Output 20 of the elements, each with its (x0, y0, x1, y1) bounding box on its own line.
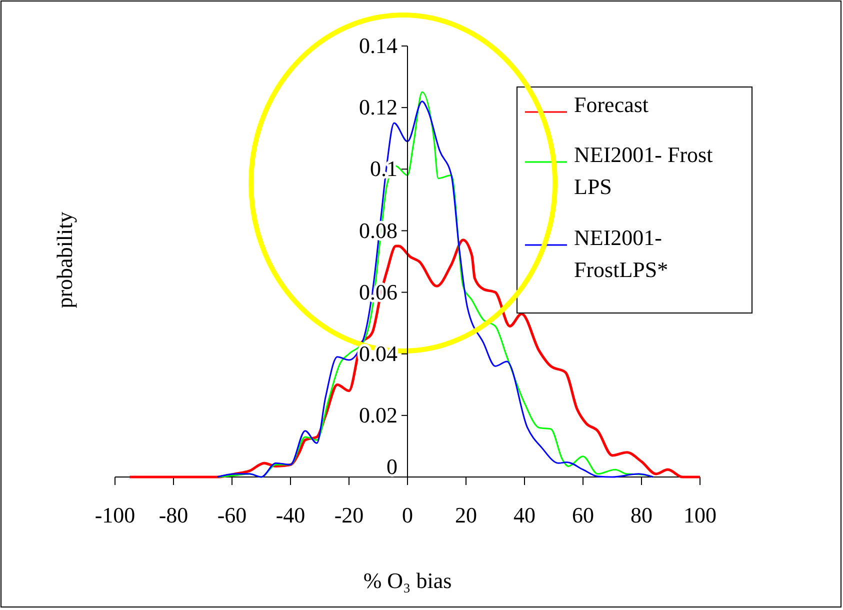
x-tick-label: 40 (514, 502, 536, 528)
x-tick-label: -80 (158, 502, 188, 528)
x-tick-label: 100 (684, 502, 716, 528)
x-tick-label: -60 (217, 502, 247, 528)
x-tick-label: 80 (630, 502, 652, 528)
y-tick-label: 0.12 (359, 94, 398, 120)
x-tick-label: -20 (334, 502, 364, 528)
x-tick-label: 20 (455, 502, 477, 528)
y-tick-label: 0.14 (359, 33, 398, 58)
x-tick-label: -100 (94, 502, 136, 528)
x-tick-label: 0 (402, 502, 413, 528)
legend-label: NEI2001- Frost LPS (574, 142, 713, 199)
legend-label: Forecast (574, 92, 649, 117)
x-axis-title: % O₃ bias (363, 568, 452, 593)
y-tick-label: 0.02 (359, 402, 398, 428)
y-tick-label: 0 (386, 454, 398, 480)
legend-label: NEI2001- FrostLPS* (574, 225, 668, 282)
x-tick-label: 60 (572, 502, 594, 528)
x-tick-label: -40 (276, 502, 306, 528)
y-axis-title: probability (52, 212, 77, 308)
